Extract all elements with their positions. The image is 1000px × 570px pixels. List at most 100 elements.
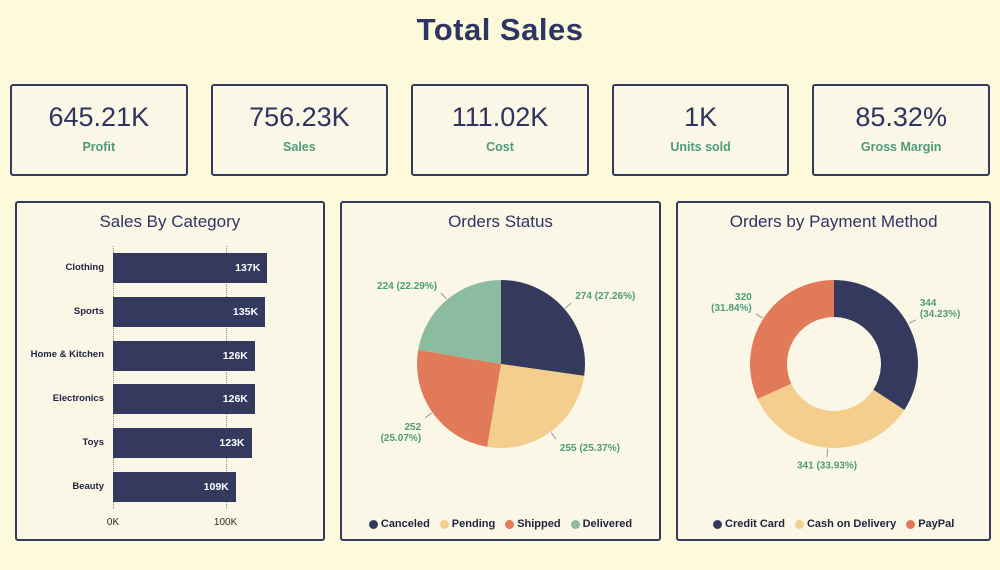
kpi-label: Gross Margin — [860, 140, 942, 154]
bar-category-label: Toys — [82, 437, 104, 448]
bar[interactable]: 126K — [113, 384, 255, 415]
kpi-card-cost: 111.02K Cost — [411, 84, 589, 176]
bar-row: Toys 123K — [25, 421, 323, 465]
legend-dot — [505, 519, 515, 529]
legend-label: Credit Card — [725, 518, 785, 530]
bar-category-label: Electronics — [52, 393, 104, 405]
bar-category-label: Home & Kitchen — [30, 349, 104, 361]
bar-row: Sports 135K — [25, 290, 323, 334]
callout-leader-line — [424, 412, 432, 419]
bar-value-label: 123K — [219, 437, 245, 450]
bar-value-label: 135K — [232, 305, 259, 318]
kpi-value: 1K — [684, 102, 718, 132]
kpi-label: Sales — [283, 140, 316, 154]
chart-title: Orders Status — [448, 212, 553, 231]
bar[interactable]: 126K — [113, 340, 255, 371]
legend-dot — [570, 519, 580, 529]
bar-value-label: 126K — [222, 349, 248, 362]
bar-category-label: Clothing — [65, 261, 104, 273]
legend-dot — [368, 519, 378, 529]
legend-label: Canceled — [380, 518, 430, 530]
bar-value-label: 109K — [203, 481, 229, 494]
bar-track: 135K — [113, 296, 271, 327]
callout-leader-line — [826, 448, 828, 457]
legend-item-canceled[interactable]: Canceled — [368, 518, 430, 530]
callout-leader-line — [908, 319, 916, 325]
slice-paypal[interactable] — [749, 280, 834, 400]
chart-title: Orders by Payment Method — [729, 212, 938, 231]
kpi-card-units-sold: 1K Units sold — [611, 84, 790, 176]
bar[interactable]: 123K — [113, 428, 252, 459]
legend-dot — [713, 519, 723, 529]
bar-row: Clothing 137K — [25, 246, 323, 290]
kpi-label: Profit — [82, 140, 116, 154]
kpi-row: 645.21K Profit 756.23K Sales 111.02K Cos… — [0, 84, 1000, 176]
callout-leader-line — [550, 432, 556, 440]
slice-pending[interactable] — [486, 364, 584, 448]
gridline — [113, 246, 114, 509]
bar[interactable]: 137K — [113, 252, 268, 283]
legend-label: Delivered — [582, 518, 633, 530]
orders-status-panel: Orders Status 274 (27.26%) 255 (25.37%) 25… — [339, 201, 662, 541]
bar-x-axis: 0K 100K — [107, 517, 271, 531]
legend-label: PayPal — [918, 518, 955, 530]
legend-dot — [906, 519, 916, 529]
bar-track: 137K — [113, 252, 271, 283]
callout-leader-line — [755, 313, 763, 319]
legend-label: Shipped — [517, 518, 561, 530]
kpi-card-gross-margin: 85.32% Gross Margin — [812, 84, 990, 176]
slice-shipped[interactable] — [416, 349, 501, 447]
slice-data-label: 224 (22.29%) — [377, 281, 437, 292]
kpi-card-sales: 756.23K Sales — [210, 84, 389, 176]
slice-data-label: 252 (25.07%) — [380, 422, 421, 444]
legend-dot — [794, 519, 804, 529]
slice-data-label: 320 (31.84%) — [711, 292, 752, 314]
slice-data-label: 274 (27.26%) — [575, 291, 635, 302]
bar-track: 126K — [113, 340, 271, 371]
chart-title: Sales By Category — [99, 212, 241, 231]
bar-rows: Clothing 137K Sports 135K Home & Kitchen 126K… — [25, 246, 323, 509]
legend-item-pending[interactable]: Pending — [439, 518, 496, 530]
bar-track: 126K — [113, 384, 271, 415]
kpi-value: 85.32% — [855, 102, 947, 132]
bar[interactable]: 135K — [113, 296, 266, 327]
gridline — [225, 246, 227, 509]
legend-item-cash-on-delivery[interactable]: Cash on Delivery — [794, 518, 897, 530]
payment-method-legend: Credit Card Cash on Delivery PayPal — [678, 518, 989, 530]
kpi-label: Cost — [486, 140, 514, 154]
slice-credit-card[interactable] — [833, 280, 918, 411]
bar-row: Beauty 109K — [25, 465, 323, 509]
orders-status-pie-chart: 274 (27.26%) 255 (25.37%) 252 (25.07%) 224 (… — [377, 280, 635, 454]
bar-row: Electronics 126K — [25, 377, 323, 421]
bar-category-label: Sports — [73, 305, 104, 317]
x-tick-label: 100K — [213, 517, 238, 528]
bar-row: Home & Kitchen 126K — [25, 334, 323, 378]
legend-label: Pending — [451, 518, 496, 530]
bar-track: 123K — [113, 428, 271, 459]
bar-gridlines — [113, 246, 271, 509]
slice-data-label: 255 (25.37%) — [559, 443, 619, 454]
kpi-card-profit: 645.21K Profit — [10, 84, 188, 176]
legend-item-delivered[interactable]: Delivered — [570, 518, 633, 530]
legend-dot — [439, 519, 449, 529]
charts-row: Sales By Category Clothing 137K Sports 135K… — [0, 201, 1000, 541]
slice-data-label: 341 (33.93%) — [797, 461, 857, 472]
orders-status-legend: Canceled Pending Shipped Delivered — [342, 518, 660, 530]
payment-method-panel: Orders by Payment Method 344 (34.23%) 341 … — [676, 201, 991, 541]
slice-cash-on-delivery[interactable] — [757, 383, 904, 448]
legend-label: Cash on Delivery — [806, 518, 897, 530]
bar-value-label: 137K — [235, 261, 261, 274]
legend-item-shipped[interactable]: Shipped — [505, 518, 561, 530]
kpi-value: 645.21K — [48, 102, 150, 132]
legend-item-credit-card[interactable]: Credit Card — [713, 518, 785, 530]
bar-track: 109K — [113, 472, 271, 503]
bar-value-label: 126K — [222, 393, 248, 406]
legend-item-paypal[interactable]: PayPal — [906, 518, 954, 530]
slice-canceled[interactable] — [500, 280, 585, 376]
x-tick-label: 0K — [106, 517, 120, 528]
sales-by-category-panel: Sales By Category Clothing 137K Sports 135K… — [15, 201, 325, 541]
slice-delivered[interactable] — [417, 280, 501, 364]
bar[interactable]: 109K — [113, 472, 236, 503]
kpi-value: 111.02K — [451, 102, 549, 132]
callout-leader-line — [564, 302, 572, 309]
